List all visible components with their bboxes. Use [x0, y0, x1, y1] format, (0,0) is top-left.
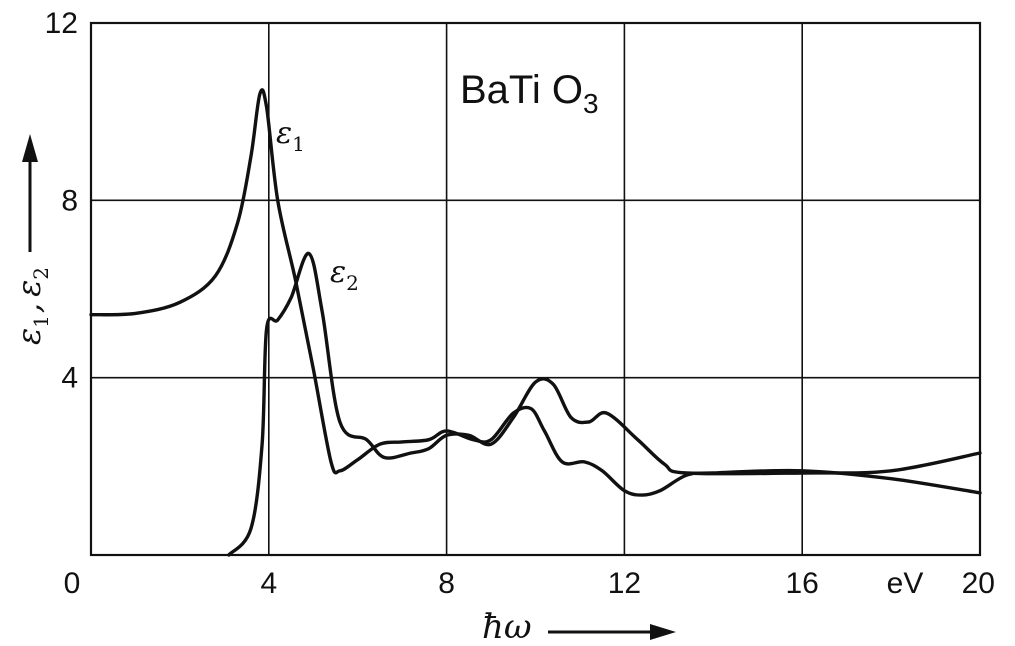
series-label-e2: ε2 — [330, 255, 359, 295]
x-tick-label-8: 8 — [438, 567, 455, 600]
y-tick-label-4: 4 — [61, 362, 78, 395]
series-label-e2-symbol: ε — [330, 255, 346, 290]
x-tick-label-16: 16 — [786, 567, 819, 600]
material-annotation-sub: 3 — [583, 88, 599, 119]
x-unit-label: eV — [887, 567, 924, 600]
grid-lines — [91, 23, 980, 555]
x-tick-labels: 0 4 8 12 16 20 — [64, 567, 995, 600]
plot-border — [89, 21, 982, 557]
series-label-e1-symbol: ε — [276, 116, 292, 151]
data-series — [89, 88, 982, 557]
y-tick-label-12: 12 — [45, 7, 78, 40]
series-label-e1-sub: 1 — [292, 132, 305, 156]
material-annotation-main: BaTi O — [460, 68, 583, 112]
plot-frame — [89, 21, 982, 557]
y-tick-label-8: 8 — [61, 184, 78, 217]
series-label-e1: ε1 — [276, 116, 305, 156]
y-axis-arrow-head — [22, 134, 38, 162]
y-axis-label: ε1,ε2 — [10, 267, 53, 345]
x-axis-label: ħω — [482, 607, 532, 646]
y-axis-label-group: ε1,ε2 — [10, 267, 53, 345]
y-axis-label-sep: , — [10, 303, 48, 313]
y-axis-label-b-sub: 2 — [29, 267, 53, 280]
series-line-e2 — [227, 251, 982, 557]
x-tick-label-20: 20 — [962, 567, 995, 600]
x-tick-label-4: 4 — [260, 567, 277, 600]
series-label-e2-sub: 2 — [346, 271, 359, 295]
x-tick-label-0: 0 — [64, 567, 81, 600]
y-axis-label-a-sub: 1 — [29, 315, 53, 328]
y-tick-labels: 4 8 12 — [45, 7, 78, 395]
x-tick-label-12: 12 — [608, 567, 641, 600]
y-axis-label-a: ε — [10, 328, 48, 345]
y-axis-label-b: ε — [10, 280, 48, 297]
material-annotation: BaTi O3 — [460, 68, 599, 119]
x-axis-arrow-head — [650, 624, 676, 640]
series-line-e1 — [89, 88, 982, 497]
